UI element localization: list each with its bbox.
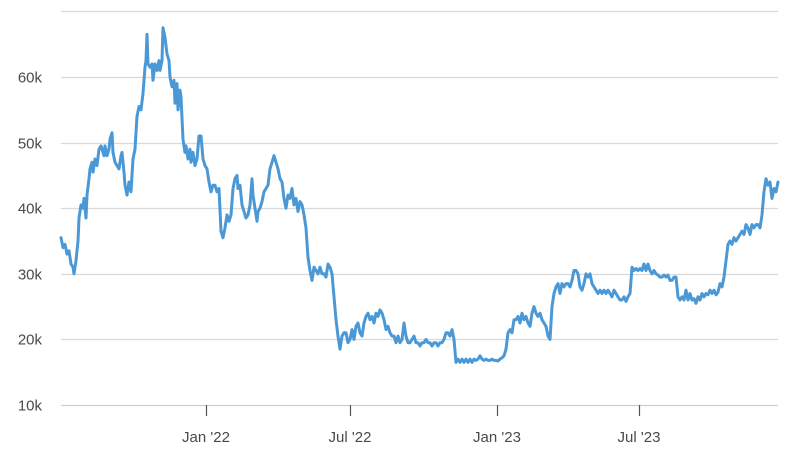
x-axis: Jan '22 Jul '22 Jan '23 Jul '23 <box>182 405 660 446</box>
y-tick-label: 50k <box>18 136 43 153</box>
x-tick-label: Jan '22 <box>182 429 230 446</box>
x-tick-label: Jul '22 <box>329 429 372 446</box>
y-tick-label: 40k <box>18 201 43 218</box>
x-tick-label: Jan '23 <box>473 429 521 446</box>
y-tick-label: 10k <box>18 398 43 415</box>
y-axis-labels: 10k 20k 30k 40k 50k 60k <box>18 70 43 415</box>
x-tick-label: Jul '23 <box>618 429 661 446</box>
y-gridlines <box>61 10 778 407</box>
y-tick-label: 60k <box>18 70 43 87</box>
y-tick-label: 20k <box>18 332 43 349</box>
y-tick-label: 30k <box>18 267 43 284</box>
price-line <box>59 26 780 364</box>
